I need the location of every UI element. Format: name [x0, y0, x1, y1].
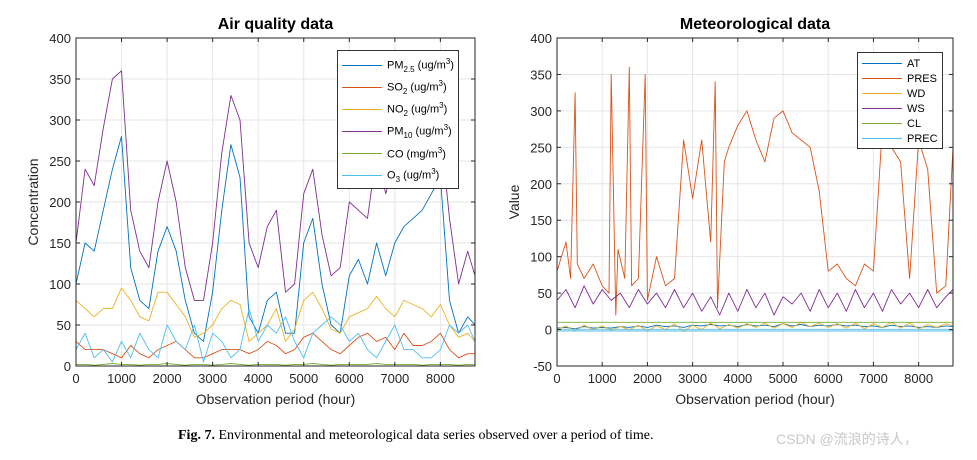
- legend-swatch: [862, 63, 902, 64]
- series-line-pres: [556, 66, 954, 316]
- figure-caption: Fig. 7. Environmental and meteorological…: [178, 428, 653, 444]
- x-tick-label: 0: [72, 371, 79, 386]
- y-axis-label: Value: [506, 184, 522, 219]
- legend-entry: PREC: [862, 131, 938, 146]
- legend-entry: CL: [862, 116, 938, 131]
- legend-entry: AT: [862, 56, 938, 71]
- caption-label: Fig. 7.: [178, 428, 215, 443]
- series-line-o3: [75, 308, 476, 363]
- x-tick-label: 1000: [107, 371, 136, 386]
- y-tick-label: 300: [49, 113, 71, 128]
- legend-entry: WD: [862, 86, 938, 101]
- x-tick-label: 2000: [633, 371, 662, 386]
- y-tick-label: 150: [530, 213, 552, 228]
- y-tick-label: 400: [49, 31, 71, 46]
- legend-swatch: [342, 130, 382, 132]
- legend-entry: PRES: [862, 71, 938, 86]
- y-tick-label: -50: [533, 359, 552, 374]
- x-tick-label: 4000: [723, 371, 752, 386]
- y-tick-label: 100: [530, 250, 552, 265]
- y-tick-label: 350: [49, 72, 71, 87]
- legend-entry: WS: [862, 101, 938, 116]
- x-tick-label: 7000: [859, 371, 888, 386]
- series-line-co: [76, 363, 475, 366]
- series-line-wd: [556, 321, 954, 333]
- legend-label: NO2 (ug/m3): [387, 100, 448, 118]
- legend-swatch: [862, 138, 902, 139]
- x-tick-label: 6000: [335, 371, 364, 386]
- x-axis-label: Observation period (hour): [675, 391, 835, 407]
- y-tick-label: 350: [530, 67, 552, 82]
- legend-label: PM10 (ug/m3): [387, 122, 452, 140]
- y-tick-label: 0: [64, 359, 71, 374]
- watermark: CSDN @流浪的诗人，: [776, 431, 918, 447]
- legend-entry: O3 (ug/m3): [342, 164, 454, 186]
- y-tick-label: 50: [538, 286, 552, 301]
- series-line-pm2.5: [75, 135, 476, 342]
- legend-label: AT: [907, 57, 921, 70]
- legend-label: CL: [907, 117, 922, 130]
- x-tick-label: 5000: [769, 371, 798, 386]
- x-tick-label: 7000: [380, 371, 409, 386]
- legend-label: O3 (ug/m3): [387, 166, 440, 184]
- y-tick-label: 0: [545, 323, 552, 338]
- legend-swatch: [862, 93, 902, 94]
- legend-entry: PM10 (ug/m3): [342, 120, 454, 142]
- caption-text: Environmental and meteorological data se…: [218, 428, 654, 443]
- axes-box: [556, 37, 954, 367]
- x-tick-label: 3000: [198, 371, 227, 386]
- series-line-ws: [556, 285, 954, 316]
- y-tick-label: 250: [49, 154, 71, 169]
- x-tick-label: 8000: [426, 371, 455, 386]
- legend-swatch: [342, 174, 382, 176]
- legend-entry: SO2 (ug/m3): [342, 76, 454, 98]
- legend-entry: CO (mg/m3): [342, 142, 454, 164]
- legend-air-quality: PM2.5 (ug/m3) SO2 (ug/m3) NO2 (ug/m3) PM10 …: [337, 50, 459, 189]
- legend-swatch: [862, 78, 902, 79]
- legend-label: WD: [907, 87, 926, 100]
- y-tick-label: 300: [530, 104, 552, 119]
- series-line-no2: [75, 287, 476, 342]
- chart-title: Meteorological data: [680, 16, 830, 33]
- legend-label: PRES: [907, 72, 937, 85]
- y-tick-label: 200: [49, 195, 71, 210]
- x-tick-label: 2000: [153, 371, 182, 386]
- y-tick-label: 100: [49, 277, 71, 292]
- legend-swatch: [342, 86, 382, 88]
- legend-label: PREC: [907, 132, 938, 145]
- y-tick-label: 50: [57, 318, 71, 333]
- legend-swatch: [342, 64, 382, 66]
- legend-entry: PM2.5 (ug/m3): [342, 54, 454, 76]
- x-tick-label: 8000: [904, 371, 933, 386]
- y-tick-label: 200: [530, 177, 552, 192]
- x-tick-label: 0: [553, 371, 560, 386]
- chart-title: Air quality data: [218, 16, 334, 33]
- legend-swatch: [862, 123, 902, 124]
- y-tick-label: 150: [49, 236, 71, 251]
- legend-entry: NO2 (ug/m3): [342, 98, 454, 120]
- legend-meteorological: AT PRES WD WS CL PREC: [857, 52, 943, 149]
- x-tick-label: 3000: [678, 371, 707, 386]
- x-tick-label: 5000: [289, 371, 318, 386]
- x-tick-label: 1000: [588, 371, 617, 386]
- legend-label: PM2.5 (ug/m3): [387, 56, 454, 74]
- legend-swatch: [342, 108, 382, 110]
- series-line-at: [556, 323, 954, 330]
- y-tick-label: 400: [530, 31, 552, 46]
- x-tick-label: 4000: [244, 371, 273, 386]
- legend-label: WS: [907, 102, 925, 115]
- chart-meteorological: 0 1000 2000 3000 4000 5000 6000 7000 8000-500501…: [506, 16, 954, 407]
- legend-swatch: [862, 108, 902, 109]
- legend-label: SO2 (ug/m3): [387, 78, 447, 96]
- series-line-so2: [75, 332, 475, 359]
- x-axis-label: Observation period (hour): [196, 391, 356, 407]
- y-axis-label: Concentration: [25, 158, 41, 245]
- legend-swatch: [342, 152, 382, 154]
- x-tick-label: 6000: [814, 371, 843, 386]
- y-tick-label: 250: [530, 140, 552, 155]
- legend-label: CO (mg/m3): [387, 145, 446, 161]
